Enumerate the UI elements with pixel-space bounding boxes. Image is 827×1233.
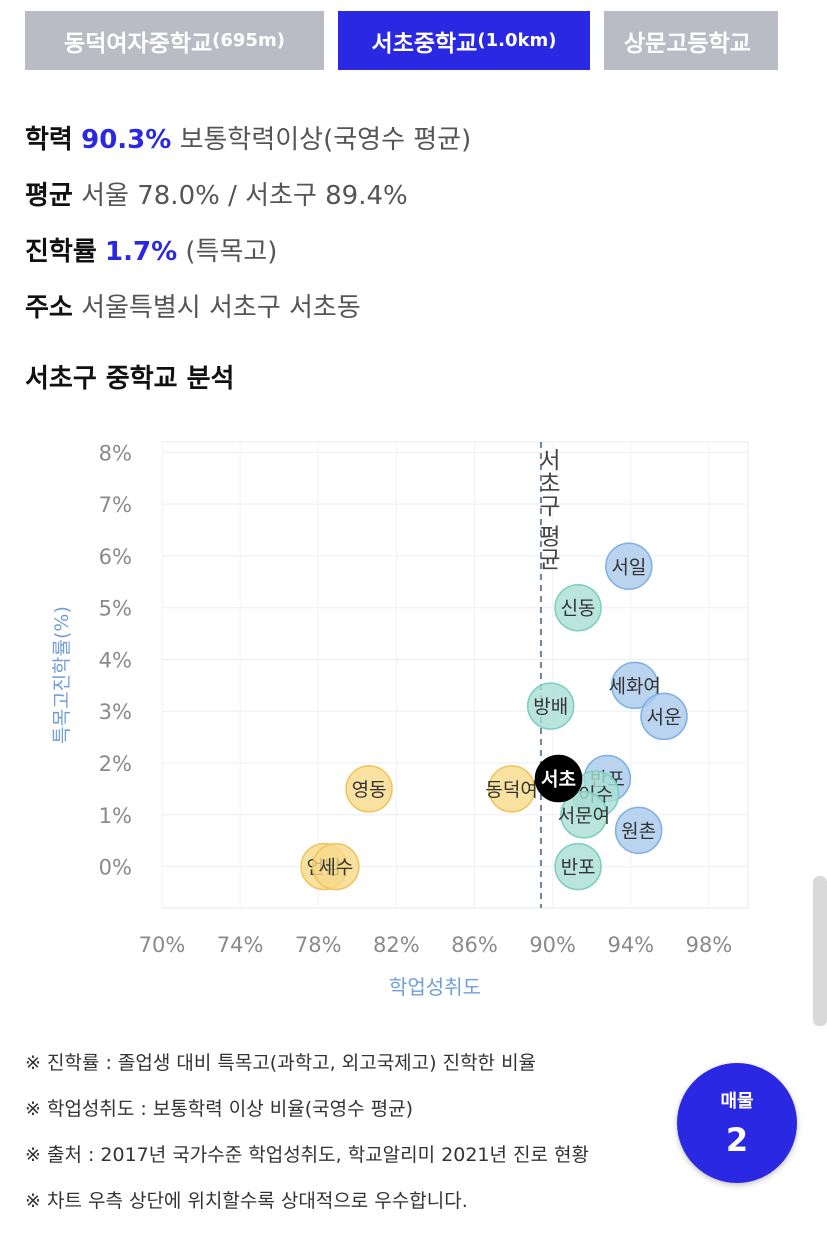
y-tick-label: 0% bbox=[99, 856, 132, 880]
section-title: 서초구 중학교 분석 bbox=[25, 364, 235, 394]
average-label: 평균 bbox=[25, 181, 73, 211]
address-text: 서울특별시 서초구 서초동 bbox=[81, 293, 361, 323]
school-tabs: 동덕여자중학교 (695m) 서초중학교 (1.0km) 상문고등학교 bbox=[25, 11, 778, 70]
y-tick-label: 2% bbox=[99, 752, 132, 776]
x-tick-label: 90% bbox=[529, 933, 576, 957]
y-tick-label: 6% bbox=[99, 545, 132, 569]
y-tick-label: 8% bbox=[99, 441, 132, 465]
scrollbar-thumb[interactable] bbox=[813, 876, 827, 1026]
note-source: ※ 출처 : 2017년 국가수준 학업성취도, 학교알리미 2021년 진로 … bbox=[25, 1144, 589, 1166]
data-point-label: 세화여 bbox=[608, 675, 660, 697]
data-point-label: 반포 bbox=[561, 857, 596, 879]
note-achievement: ※ 학업성취도 : 보통학력 이상 비율(국영수 평균) bbox=[25, 1098, 414, 1120]
data-point bbox=[554, 842, 602, 891]
tab-distance: (695m) bbox=[212, 30, 285, 51]
average-row: 평균 서울 78.0% / 서초구 89.4% bbox=[25, 168, 471, 224]
average-text: 서울 78.0% / 서초구 89.4% bbox=[81, 181, 408, 211]
y-axis-label: 특목고진학률(%) bbox=[51, 606, 73, 744]
data-point-label: 동덕여 bbox=[485, 779, 537, 801]
x-axis-label: 학업성취도 bbox=[389, 975, 481, 999]
tab-distance: (1.0km) bbox=[477, 30, 557, 51]
school-info: 학력 90.3% 보통학력이상(국영수 평균) 평균 서울 78.0% / 서초… bbox=[25, 112, 471, 336]
data-point bbox=[487, 765, 536, 813]
data-point bbox=[605, 542, 653, 591]
data-point bbox=[640, 692, 688, 741]
y-tick-label: 7% bbox=[99, 493, 132, 517]
data-points: 서일신동세화여서운방배반포이수서문여원촌반포동덕여영동언남세수서초 bbox=[300, 542, 688, 891]
y-tick-label: 1% bbox=[99, 804, 132, 828]
data-point bbox=[312, 842, 360, 891]
x-tick-label: 98% bbox=[686, 933, 733, 957]
data-point bbox=[345, 765, 393, 813]
y-tick-label: 3% bbox=[99, 700, 132, 724]
data-point-label: 신동 bbox=[561, 598, 596, 620]
data-point bbox=[560, 791, 608, 839]
x-tick-label: 78% bbox=[295, 933, 342, 957]
reference-line-label: 서초구 평균 bbox=[534, 448, 560, 570]
data-point-label: 서운 bbox=[647, 706, 682, 728]
tab-dongduk-girls-middle[interactable]: 동덕여자중학교 (695m) bbox=[25, 11, 324, 70]
address-label: 주소 bbox=[25, 293, 73, 323]
note-position: ※ 차트 우측 상단에 위치할수록 상대적으로 우수합니다. bbox=[25, 1190, 468, 1212]
tab-seocho-middle[interactable]: 서초중학교 (1.0km) bbox=[338, 11, 590, 70]
data-point bbox=[534, 754, 583, 803]
advance-value: 1.7% bbox=[105, 237, 178, 267]
chart-notes: ※ 진학률 : 졸업생 대비 특목고(과학고, 외고국제고) 진학한 비율 ※ … bbox=[25, 1040, 685, 1224]
data-point-label: 세수 bbox=[318, 857, 353, 879]
y-tick-label: 4% bbox=[99, 648, 132, 672]
listing-label: 매물 bbox=[720, 1091, 754, 1112]
tab-name: 동덕여자중학교 bbox=[64, 30, 213, 57]
achievement-label: 학력 bbox=[25, 125, 73, 155]
data-point bbox=[610, 661, 659, 710]
x-tick-label: 94% bbox=[607, 933, 654, 957]
data-point bbox=[554, 583, 602, 632]
x-tick-label: 82% bbox=[373, 933, 420, 957]
data-point-label: 서문여 bbox=[558, 805, 610, 827]
advance-label: 진학률 bbox=[25, 237, 97, 267]
listing-count: 2 bbox=[725, 1121, 749, 1159]
tab-name: 서초중학교 bbox=[371, 30, 478, 57]
note-advance-rate: ※ 진학률 : 졸업생 대비 특목고(과학고, 외고국제고) 진학한 비율 bbox=[25, 1052, 537, 1074]
data-point-label: 원촌 bbox=[621, 820, 656, 842]
address-row: 주소 서울특별시 서초구 서초동 bbox=[25, 280, 471, 336]
x-tick-labels: 70% 74% 78% 82% 86% 90% 94% 98% bbox=[139, 933, 733, 957]
y-tick-label: 5% bbox=[99, 597, 132, 621]
y-tick-labels: 0% 1% 2% 3% 4% 5% 6% 7% 8% bbox=[99, 441, 132, 879]
data-point-label: 서초 bbox=[541, 769, 576, 791]
advance-desc: (특목고) bbox=[185, 237, 278, 267]
listing-count-button[interactable]: 매물 2 bbox=[677, 1063, 797, 1183]
tab-name: 상문고등학교 bbox=[624, 30, 751, 57]
advance-row: 진학률 1.7% (특목고) bbox=[25, 224, 471, 280]
data-point bbox=[614, 806, 663, 855]
x-tick-label: 74% bbox=[217, 933, 264, 957]
data-point-label: 서일 bbox=[611, 556, 646, 578]
data-point bbox=[526, 682, 575, 730]
data-point-label: 영동 bbox=[352, 779, 387, 801]
scatter-chart: 0% 1% 2% 3% 4% 5% 6% 7% 8% 70% 74% 78% 82% 86% 90% 94%… bbox=[51, 441, 749, 999]
x-tick-label: 70% bbox=[139, 933, 186, 957]
x-tick-label: 86% bbox=[451, 933, 498, 957]
data-point-label: 방배 bbox=[533, 696, 568, 718]
tab-sangmun-high[interactable]: 상문고등학교 bbox=[604, 11, 778, 70]
achievement-desc: 보통학력이상(국영수 평균) bbox=[179, 125, 472, 155]
reference-line-group: 서초구 평균 bbox=[534, 442, 560, 908]
achievement-value: 90.3% bbox=[81, 125, 172, 155]
achievement-row: 학력 90.3% 보통학력이상(국영수 평균) bbox=[25, 112, 471, 168]
